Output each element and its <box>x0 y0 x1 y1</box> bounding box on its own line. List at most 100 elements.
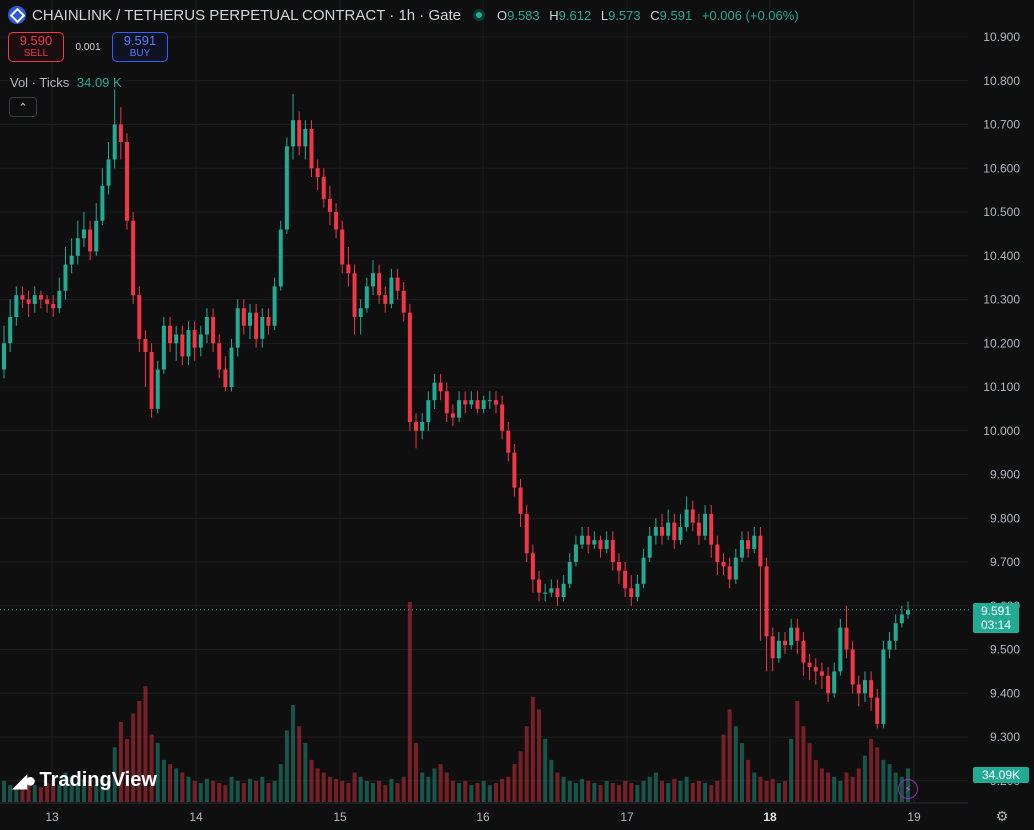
lightning-icon[interactable]: ⚡ <box>898 779 918 799</box>
candle-body <box>223 369 228 387</box>
candle-body <box>789 627 794 646</box>
volume-bar <box>45 783 50 802</box>
candle-body <box>549 588 554 593</box>
volume-bar <box>844 772 849 802</box>
volume-bar <box>112 747 117 802</box>
candle-body <box>746 540 751 549</box>
candle-body <box>684 509 689 527</box>
spread-value: 0.001 <box>75 41 101 53</box>
candle-body <box>801 640 806 663</box>
candle-body <box>530 553 535 580</box>
volume-bar <box>469 785 474 802</box>
candle-body <box>192 330 197 348</box>
volume-bar <box>100 776 105 802</box>
candle-body <box>518 487 523 514</box>
candle-body <box>266 317 271 326</box>
volume-bar <box>690 783 695 802</box>
candle-body <box>291 120 296 147</box>
time-tick-label: 18 <box>763 810 777 824</box>
volume-bar <box>752 772 757 802</box>
candle-body <box>709 513 714 545</box>
symbol-title[interactable]: CHAINLINK / TETHERUS PERPETUAL CONTRACT … <box>32 6 461 24</box>
candle-body <box>174 334 179 344</box>
candle-body <box>783 640 788 646</box>
market-status-icon[interactable] <box>472 9 485 21</box>
gear-icon[interactable]: ⚙ <box>995 808 1009 824</box>
volume-bar <box>561 776 566 802</box>
candles <box>2 89 910 729</box>
volume-bar <box>838 780 843 802</box>
candle-body <box>623 570 628 589</box>
chart-legend: CHAINLINK / TETHERUS PERPETUAL CONTRACT … <box>8 6 799 24</box>
volume-bar <box>826 772 831 802</box>
volume-bar <box>303 743 308 802</box>
candle-body <box>690 509 695 523</box>
sell-price: 9.590 <box>19 33 53 48</box>
volume-bar <box>63 772 68 802</box>
volume-bar <box>715 780 720 802</box>
volume-bar <box>124 738 129 802</box>
candle-body <box>63 264 68 291</box>
candle-body <box>149 352 154 409</box>
volume-bar <box>592 783 597 802</box>
price-tick-label: 9.800 <box>990 511 1020 525</box>
volume-bar <box>819 768 824 802</box>
candle-body <box>469 400 474 405</box>
price-tick-label: 9.300 <box>990 730 1020 744</box>
last-price-value: 9.591 <box>980 604 1012 618</box>
volume-bar <box>8 785 13 802</box>
candle-body <box>124 142 129 221</box>
candle-body <box>666 522 671 536</box>
candle-body <box>450 413 455 418</box>
volume-bar <box>666 783 671 802</box>
volume-bar <box>315 768 320 802</box>
volume-bar <box>260 776 265 802</box>
time-tick-label: 14 <box>189 810 203 824</box>
volume-bar <box>493 783 498 802</box>
volume-bar <box>223 785 228 802</box>
volume-bar <box>235 780 240 802</box>
volume-bar <box>204 778 209 802</box>
time-tick-label: 19 <box>907 810 921 824</box>
candle-body <box>81 229 86 239</box>
open-value: 9.583 <box>507 7 540 23</box>
candle-body <box>297 120 302 147</box>
candle-body <box>321 177 326 199</box>
candle-body <box>500 404 505 431</box>
volume-bar <box>401 776 406 802</box>
candle-countdown: 03:14 <box>980 618 1012 632</box>
candle-body <box>401 290 406 313</box>
sell-button[interactable]: 9.590 SELL <box>8 32 64 62</box>
candle-body <box>721 562 726 567</box>
volume-bar <box>580 778 585 802</box>
volume-bar <box>555 772 560 802</box>
candle-body <box>217 343 222 370</box>
price-tick-label: 9.900 <box>990 468 1020 482</box>
candle-body <box>598 540 603 549</box>
buy-button[interactable]: 9.591 BUY <box>112 32 168 62</box>
candle-body <box>38 295 43 300</box>
candle-body <box>524 513 529 554</box>
volume-legend[interactable]: Vol · Ticks 34.09 K <box>10 75 122 90</box>
volume-bar <box>776 783 781 802</box>
volume-bar <box>641 780 646 802</box>
candle-body <box>512 452 517 488</box>
candle-body <box>340 229 345 265</box>
tradingview-logo[interactable]: ◢● TradingView <box>12 768 157 793</box>
volume-bar <box>709 785 714 802</box>
volume-bar <box>14 789 19 802</box>
chevron-up-icon[interactable]: ⌃ <box>9 97 37 117</box>
candle-body <box>131 220 136 296</box>
volume-bar <box>604 780 609 802</box>
volume-bar <box>678 780 683 802</box>
candle-body <box>32 295 37 304</box>
candle-body <box>370 273 375 287</box>
candle-body <box>573 544 578 562</box>
tradingview-wordmark: TradingView <box>39 769 157 791</box>
volume-bar <box>543 738 548 802</box>
buy-price: 9.591 <box>123 33 157 48</box>
volume-bar <box>414 743 419 802</box>
volume-bar <box>629 783 634 802</box>
candle-body <box>315 168 320 177</box>
